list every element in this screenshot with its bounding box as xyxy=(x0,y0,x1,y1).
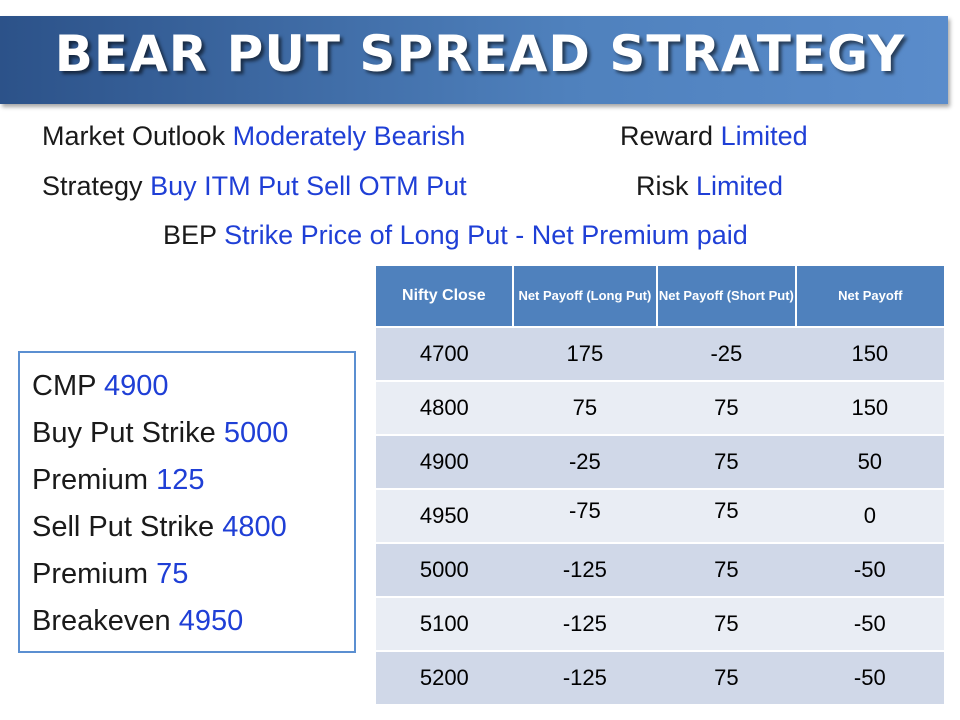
market-outlook-value: Moderately Bearish xyxy=(232,121,466,151)
bep-line: BEP Strike Price of Long Put - Net Premi… xyxy=(163,217,748,253)
parameters-box: CMP 4900 Buy Put Strike 5000 Premium 125… xyxy=(18,351,356,653)
cell-short-put: 75 xyxy=(657,542,796,597)
table-row: 4700 175 -25 150 xyxy=(376,326,944,381)
reward-value: Limited xyxy=(720,121,808,151)
cell-nifty-close: 4900 xyxy=(376,434,513,489)
title-banner xyxy=(0,16,948,104)
strategy-line: Strategy Buy ITM Put Sell OTM Put xyxy=(42,168,467,204)
risk-line: Risk Limited xyxy=(636,168,783,204)
cell-nifty-close: 4950 xyxy=(376,488,513,543)
header-nifty-close: Nifty Close xyxy=(376,266,514,327)
cell-short-put: 75 xyxy=(657,488,796,543)
param-label: Premium xyxy=(32,558,149,590)
cell-long-put: -125 xyxy=(512,650,658,704)
param-value: 75 xyxy=(156,558,189,590)
cell-net-payoff: 0 xyxy=(795,488,944,543)
param-value: 5000 xyxy=(223,417,289,449)
param-premium-short: Premium 75 xyxy=(32,551,354,598)
param-label: Buy Put Strike xyxy=(32,417,216,449)
cell-long-put: -125 xyxy=(512,596,658,651)
param-value: 125 xyxy=(156,464,205,496)
payoff-table: Nifty Close Net Payoff (Long Put) Net Pa… xyxy=(376,266,944,704)
cell-long-put: 75 xyxy=(512,380,658,435)
cell-short-put: 75 xyxy=(657,596,796,651)
table-row: 4900 -25 75 50 xyxy=(376,434,944,489)
header-net-payoff: Net Payoff xyxy=(795,266,944,327)
param-value: 4800 xyxy=(222,511,287,543)
header-net-payoff-long-put: Net Payoff (Long Put) xyxy=(512,266,659,327)
risk-label: Risk xyxy=(636,171,689,201)
risk-value: Limited xyxy=(696,171,784,201)
cell-nifty-close: 4700 xyxy=(376,326,513,381)
param-label: Premium xyxy=(32,464,149,496)
header-net-payoff-short-put: Net Payoff (Short Put) xyxy=(657,266,797,327)
cell-nifty-close: 5200 xyxy=(376,650,513,704)
cell-short-put: 75 xyxy=(657,380,796,435)
cell-short-put: -25 xyxy=(657,326,796,381)
bep-value: Strike Price of Long Put - Net Premium p… xyxy=(224,220,748,250)
param-breakeven: Breakeven 4950 xyxy=(32,598,354,645)
market-outlook-line: Market Outlook Moderately Bearish xyxy=(42,118,465,154)
strategy-value: Buy ITM Put Sell OTM Put xyxy=(150,171,467,201)
table-row: 4800 75 75 150 xyxy=(376,380,944,435)
param-label: CMP xyxy=(32,370,96,402)
cell-net-payoff: 50 xyxy=(795,434,944,489)
cell-net-payoff: -50 xyxy=(795,542,944,597)
cell-long-put: -75 xyxy=(512,488,658,543)
cell-net-payoff: -50 xyxy=(795,650,944,704)
bep-label: BEP xyxy=(163,220,217,250)
reward-label: Reward xyxy=(620,121,714,151)
param-cmp: CMP 4900 xyxy=(32,363,354,410)
cell-nifty-close: 5100 xyxy=(376,596,513,651)
cell-net-payoff: 150 xyxy=(795,326,944,381)
strategy-label: Strategy xyxy=(42,171,143,201)
param-value: 4950 xyxy=(178,605,244,637)
cell-long-put: 175 xyxy=(512,326,658,381)
param-label: Breakeven xyxy=(32,605,171,637)
param-premium-long: Premium 125 xyxy=(32,457,354,504)
cell-net-payoff: -50 xyxy=(795,596,944,651)
cell-nifty-close: 4800 xyxy=(376,380,513,435)
cell-short-put: 75 xyxy=(657,650,796,704)
page-title: BEAR PUT SPREAD STRATEGY xyxy=(54,25,906,83)
cell-nifty-close: 5000 xyxy=(376,542,513,597)
table-header-row: Nifty Close Net Payoff (Long Put) Net Pa… xyxy=(376,266,944,327)
table-row: 5000 -125 75 -50 xyxy=(376,542,944,597)
param-buy-put-strike: Buy Put Strike 5000 xyxy=(32,410,354,457)
param-value: 4900 xyxy=(103,370,169,402)
table-row: 5100 -125 75 -50 xyxy=(376,596,944,651)
table-row: 5200 -125 75 -50 xyxy=(376,650,944,704)
cell-net-payoff: 150 xyxy=(795,380,944,435)
cell-short-put: 75 xyxy=(657,434,796,489)
cell-long-put: -25 xyxy=(512,434,658,489)
table-row: 4950 -75 75 0 xyxy=(376,488,944,543)
cell-long-put: -125 xyxy=(512,542,658,597)
param-sell-put-strike: Sell Put Strike 4800 xyxy=(32,504,354,551)
market-outlook-label: Market Outlook xyxy=(42,121,226,151)
reward-line: Reward Limited xyxy=(620,118,808,154)
param-label: Sell Put Strike xyxy=(32,511,215,543)
